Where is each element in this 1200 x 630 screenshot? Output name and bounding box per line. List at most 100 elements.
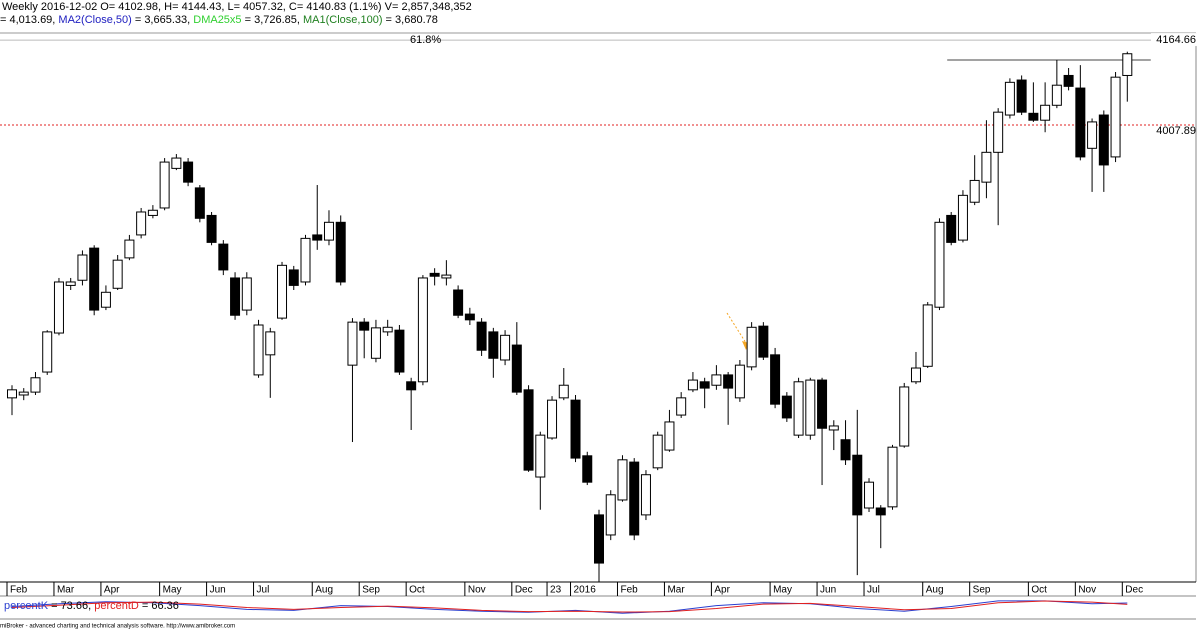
x-tick-label: Dec — [515, 585, 533, 596]
x-tick-label: Oct — [409, 585, 425, 596]
candle-body — [934, 221, 945, 308]
x-tick-label: Apr — [714, 585, 730, 596]
x-tick-label: Feb — [620, 585, 638, 596]
candle-body — [42, 331, 53, 373]
candle-body — [570, 399, 581, 459]
candle-body — [1110, 76, 1121, 158]
candle-body — [547, 399, 558, 439]
x-tick-label: Jun — [210, 585, 226, 596]
candle-body — [969, 179, 980, 203]
candle-body — [852, 454, 863, 516]
text-segment: DMA25x5 — [193, 14, 241, 26]
indicator-line: = 4,013.69, MA2(Close,50) = 3,665.33, DM… — [0, 14, 438, 26]
candle-body — [664, 421, 675, 451]
candle-body — [53, 281, 64, 334]
candle-body — [523, 389, 534, 471]
x-tick-label: May — [163, 585, 182, 596]
candle-body — [500, 334, 511, 361]
candle-body — [605, 494, 616, 536]
x-tick-label: 2016 — [574, 585, 597, 596]
level-price-label: 4007.89 — [1156, 125, 1196, 137]
candle-body — [417, 277, 428, 383]
candle-body — [758, 325, 769, 358]
candle-body — [241, 277, 252, 311]
candle-body — [946, 214, 957, 243]
candle-body — [981, 151, 992, 183]
candle-body — [488, 331, 499, 359]
candle-body — [957, 194, 968, 241]
candle-body — [124, 239, 135, 259]
x-tick-label: Sep — [362, 585, 380, 596]
candle-body — [1098, 114, 1109, 166]
candle-body — [112, 259, 123, 289]
candle-body — [206, 214, 217, 243]
candle-body — [1087, 121, 1098, 149]
candle-body — [253, 324, 264, 376]
candle-body — [1122, 53, 1133, 76]
candle-body — [441, 274, 452, 279]
candle-body — [629, 461, 640, 536]
candle-body — [1040, 104, 1051, 121]
candle-body — [864, 481, 875, 509]
candle-body — [288, 269, 299, 286]
candle-body — [359, 321, 370, 331]
candle-body — [828, 425, 839, 431]
candle-body — [734, 364, 745, 399]
candle-body — [230, 277, 241, 316]
candle-body — [18, 391, 29, 396]
oscillator-line — [11, 600, 1128, 614]
text-segment: = 3,680.78 — [383, 14, 438, 26]
candle-body — [394, 329, 405, 373]
x-tick-label: 23 — [550, 585, 562, 596]
candle-body — [159, 161, 170, 209]
candle-body — [711, 374, 722, 386]
candle-body — [1075, 87, 1086, 158]
candle-body — [558, 384, 569, 399]
x-tick-label: Jun — [820, 585, 836, 596]
candle-body — [887, 446, 898, 508]
candle-body — [171, 157, 182, 169]
x-tick-label: Oct — [1031, 585, 1047, 596]
x-tick-label: Aug — [926, 585, 944, 596]
candle-body — [640, 474, 651, 516]
candle-body — [1051, 84, 1062, 106]
x-tick-label: Feb — [10, 585, 28, 596]
candle-body — [382, 326, 393, 333]
text-segment: = 73.66, — [48, 600, 94, 612]
candle-body — [1063, 74, 1074, 87]
candle-body — [265, 331, 276, 356]
x-tick-label: Jul — [257, 585, 270, 596]
candle-body — [1016, 79, 1027, 113]
x-tick-label: Mar — [57, 585, 75, 596]
candle-body — [89, 247, 100, 311]
candle-body — [910, 367, 921, 383]
candle-body — [993, 111, 1004, 153]
text-segment: = 3,665.33, — [132, 14, 193, 26]
text-segment: = 3,726.85, — [242, 14, 303, 26]
x-tick-label: Aug — [315, 585, 333, 596]
candle-body — [781, 395, 792, 419]
candle-body — [218, 243, 229, 271]
candle-body — [582, 455, 593, 483]
x-tick-label: Nov — [468, 585, 486, 596]
footer: miBroker - advanced charting and technic… — [0, 624, 235, 630]
price-label-box — [1151, 33, 1197, 47]
candle-body — [183, 161, 194, 183]
candle-body — [1028, 112, 1039, 121]
candle-body — [194, 187, 205, 219]
x-tick-label: Apr — [104, 585, 120, 596]
x-tick-label: May — [773, 585, 792, 596]
candle-body — [65, 281, 76, 286]
candle-body — [300, 237, 311, 283]
fib-price-label: 4164.66 — [1156, 34, 1196, 46]
candle-body — [370, 327, 381, 359]
candle-body — [805, 379, 816, 436]
candle-body — [1004, 81, 1015, 116]
candle-body — [476, 321, 487, 351]
x-tick-label: Dec — [1125, 585, 1143, 596]
candle-body — [875, 507, 886, 516]
x-tick-label: Nov — [1078, 585, 1096, 596]
candle-body — [770, 354, 781, 405]
